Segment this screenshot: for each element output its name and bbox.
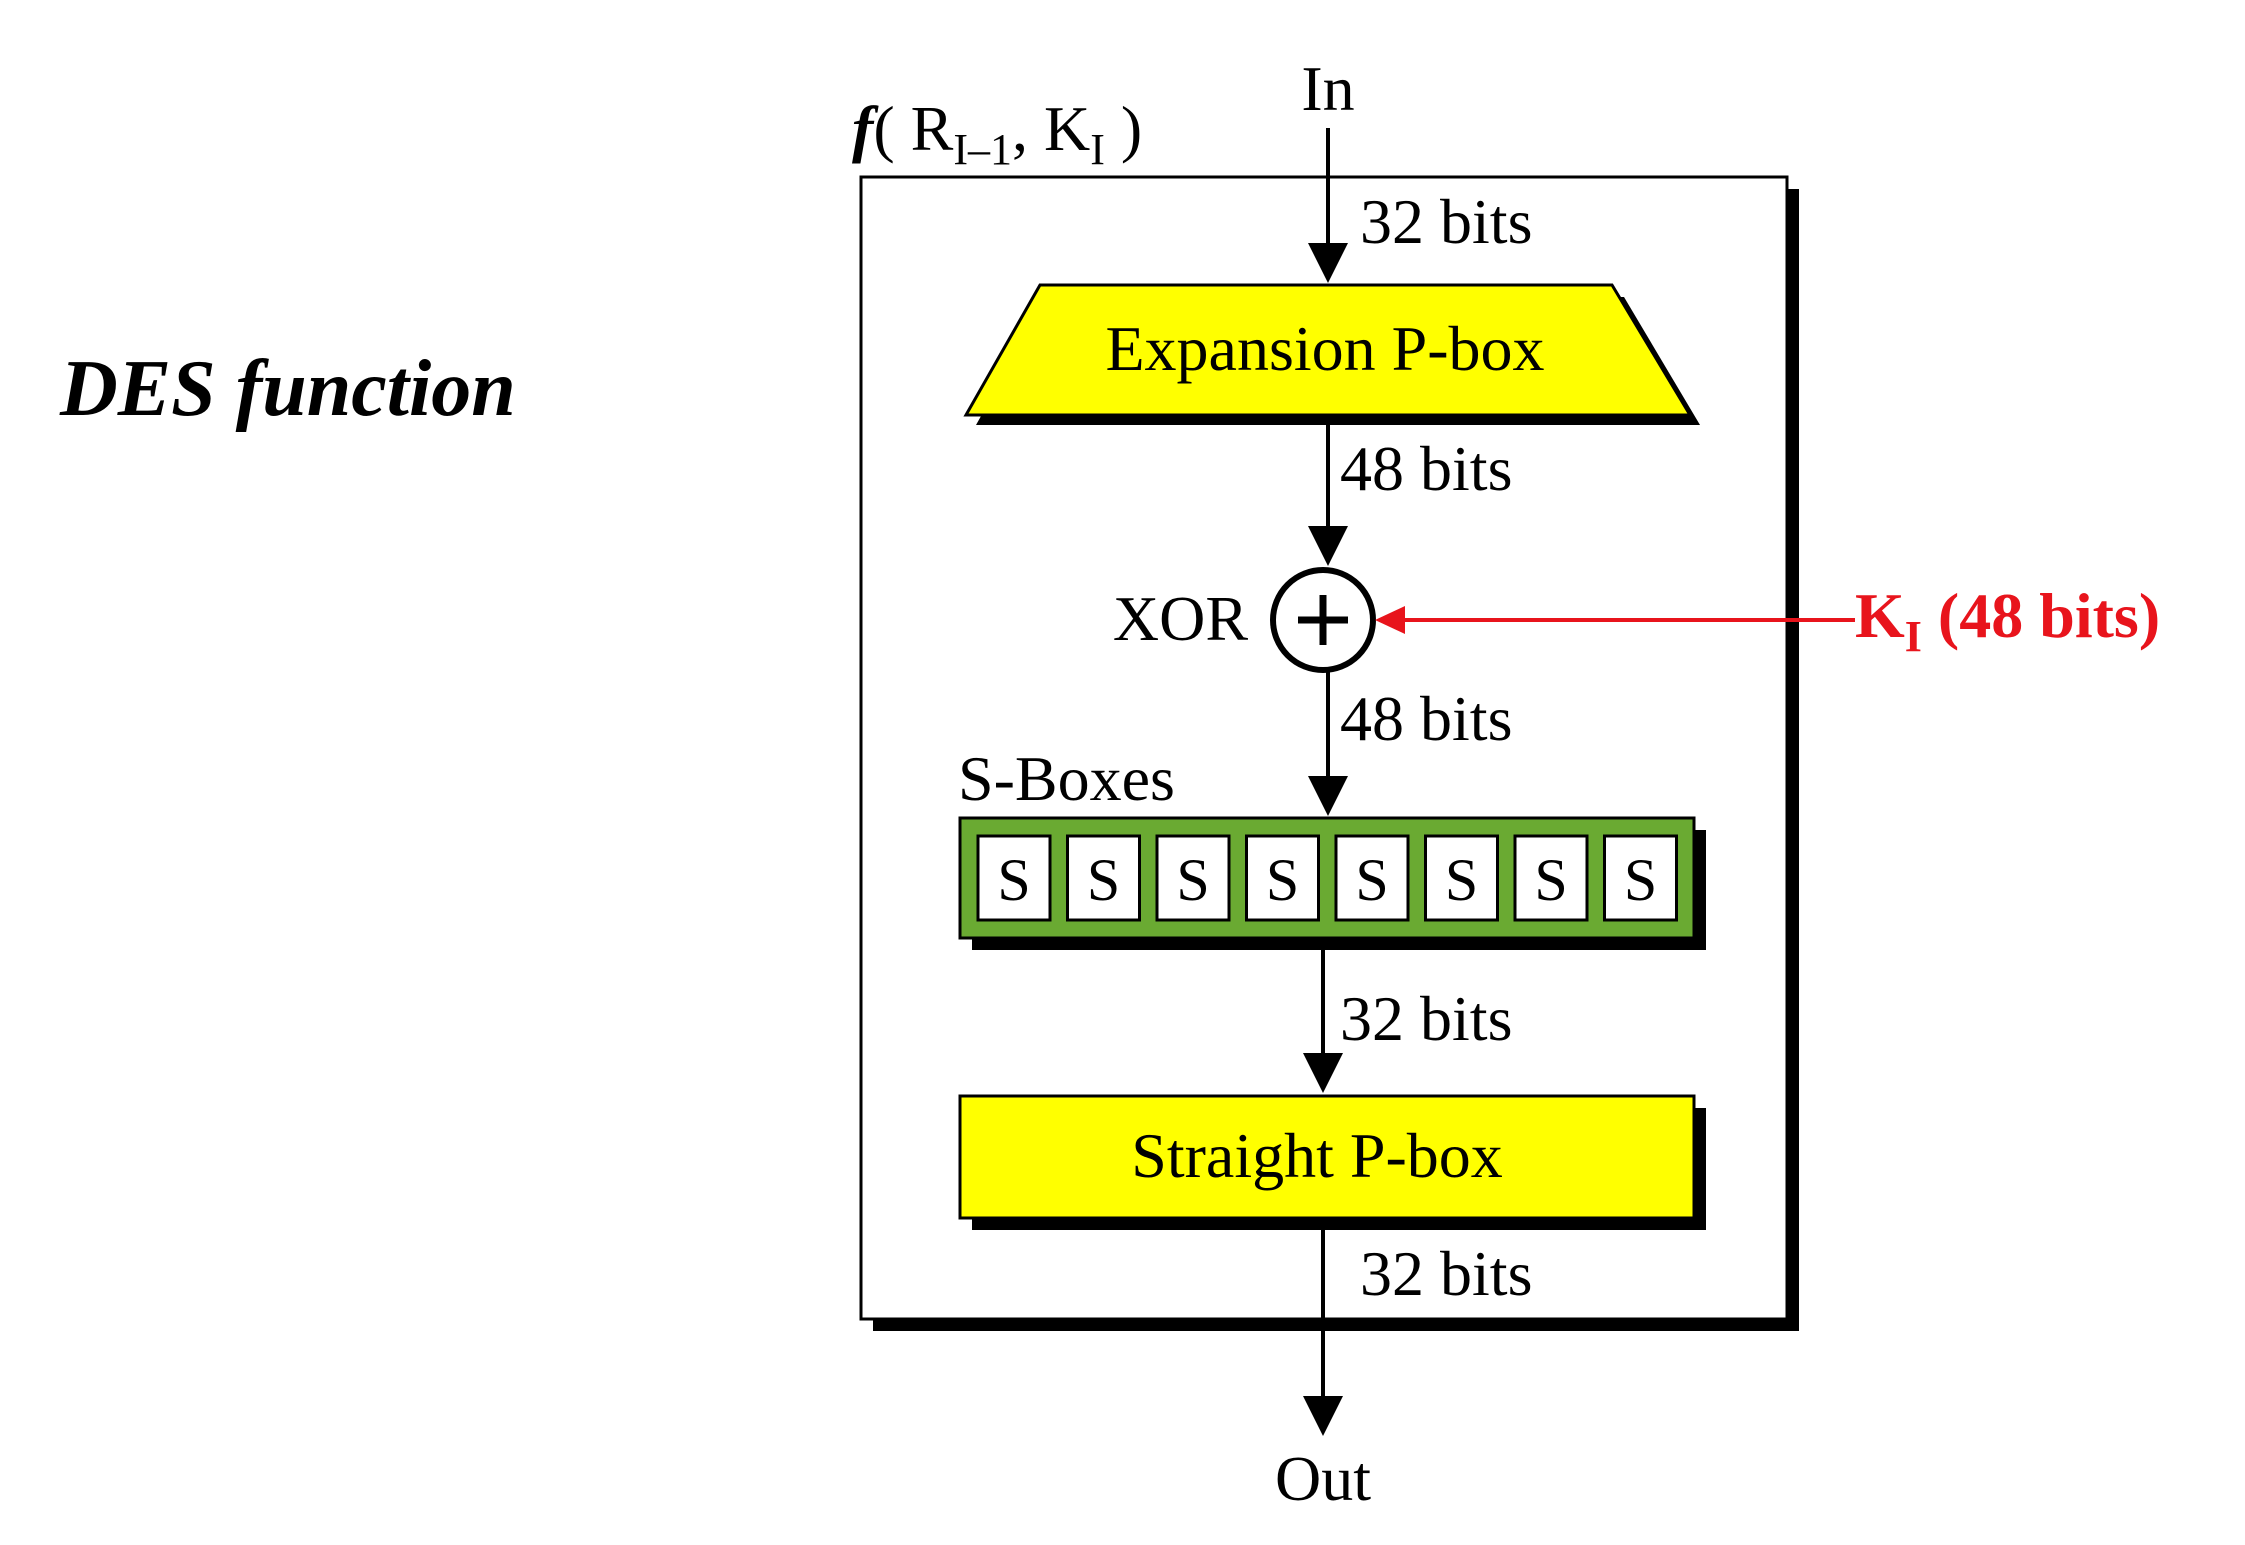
label-xor-out-bits: 48 bits — [1340, 683, 1512, 754]
sbox-8: S — [1603, 834, 1678, 922]
sbox-6: S — [1424, 834, 1499, 922]
sbox-3: S — [1155, 834, 1231, 922]
sbox-7: S — [1513, 834, 1589, 922]
function-r-subscript: I–1 — [953, 125, 1012, 174]
key-input-label: KI (48 bits) — [1855, 580, 2160, 661]
expansion-pbox — [963, 283, 1693, 417]
output-label: Out — [1275, 1443, 1371, 1514]
sbox-4: S — [1245, 834, 1320, 922]
function-k-subscript: I — [1090, 125, 1105, 174]
xor-label: XOR — [1113, 583, 1248, 654]
diagram-title: DES function — [59, 345, 516, 433]
sbox-1: S — [976, 834, 1052, 922]
key-input-subscript: I — [1905, 612, 1922, 661]
sbox-2: S — [1066, 834, 1141, 922]
sbox-cell — [1603, 834, 1678, 922]
straight-pbox-label: Straight P-box — [1131, 1120, 1503, 1191]
sbox-cell — [1513, 834, 1589, 922]
sbox-label: S — [1087, 847, 1120, 913]
sbox-cell — [1066, 834, 1141, 922]
sbox-cell — [1245, 834, 1320, 922]
input-label: In — [1301, 53, 1354, 124]
straight-pbox — [958, 1094, 1696, 1220]
function-close: ) — [1105, 93, 1142, 164]
key-arrow-head — [1375, 606, 1405, 634]
sbox-label: S — [1176, 847, 1209, 913]
sbox-cell — [1334, 834, 1410, 922]
label-expansion-out-bits: 48 bits — [1340, 433, 1512, 504]
label-in-bits: 32 bits — [1360, 186, 1532, 257]
sbox-label: S — [1266, 847, 1299, 913]
sboxes-group-label: S-Boxes — [958, 743, 1175, 814]
label-straight-out-bits: 32 bits — [1360, 1238, 1532, 1309]
function-open: ( R — [873, 93, 953, 164]
key-input-k: K — [1855, 580, 1905, 651]
sbox-cell — [976, 834, 1052, 922]
sbox-cell — [1424, 834, 1499, 922]
sbox-5: S — [1334, 834, 1410, 922]
sbox-label: S — [1445, 847, 1478, 913]
label-sbox-out-bits: 32 bits — [1340, 983, 1512, 1054]
sbox-label: S — [1534, 847, 1567, 913]
sbox-label: S — [997, 847, 1030, 913]
sbox-label: S — [1624, 847, 1657, 913]
function-mid: , K — [1012, 93, 1090, 164]
key-input-suffix: (48 bits) — [1922, 580, 2160, 651]
expansion-pbox-label: Expansion P-box — [1105, 313, 1544, 384]
sbox-label: S — [1355, 847, 1388, 913]
function-label: f( RI–1, KI ) — [852, 93, 1142, 174]
sbox-cell — [1155, 834, 1231, 922]
